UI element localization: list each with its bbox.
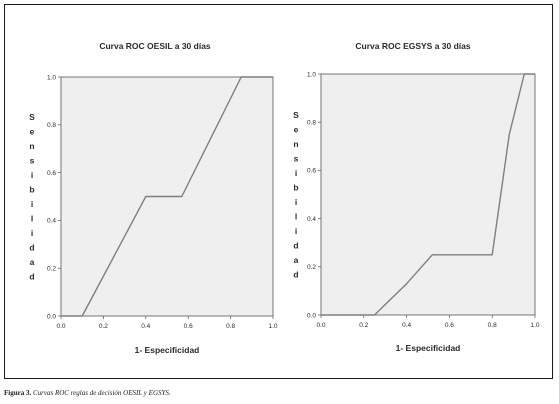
y-tick-label: 0.0 (307, 312, 316, 319)
y-tick-label: 0.2 (47, 266, 56, 273)
y-tick-label: 0.4 (307, 216, 316, 223)
y-tick-label: 0.6 (307, 168, 316, 175)
chart-title: Curva ROC OESIL a 30 días (99, 41, 211, 51)
roc-curve-line (61, 76, 273, 317)
roc-curve-line (321, 73, 535, 316)
chart-title: Curva ROC EGSYS a 30 días (355, 41, 471, 51)
x-tick-label: 0.0 (56, 323, 65, 330)
roc-chart-oesil: Curva ROC OESIL a 30 días 0.0 0.2 0.4 0.6 0.8… (29, 41, 278, 355)
roc-chart-egsys: Curva ROC EGSYS a 30 días 0.0 0.2 0.4 0.6 0.8… (293, 41, 540, 353)
x-axis-label: 1- Especificidad (396, 343, 461, 353)
x-tick-label: 0.4 (141, 323, 150, 330)
y-tick-label: 0.0 (47, 313, 56, 320)
x-tick-label: 0.8 (488, 322, 497, 329)
figure-caption: Figura 3. Curvas ROC reglas de decisión … (4, 389, 171, 397)
x-tick-label: 0.6 (445, 322, 454, 329)
x-tick-label: 0.2 (99, 323, 108, 330)
x-tick-label: 0.6 (184, 323, 193, 330)
y-tick-label: 0.4 (47, 218, 56, 225)
x-tick-label: 0.0 (316, 322, 325, 329)
caption-label: Figura 3. (4, 389, 32, 397)
figure-frame: Curva ROC OESIL a 30 días 0.0 0.2 0.4 0.6 0.8… (4, 4, 553, 379)
y-tick-label: 1.0 (47, 74, 56, 81)
y-tick-label: 0.8 (47, 122, 56, 129)
x-tick-label: 1.0 (268, 323, 277, 330)
y-tick-label: 0.8 (307, 120, 316, 127)
x-tick-label: 1.0 (530, 322, 539, 329)
x-tick-label: 0.4 (402, 322, 411, 329)
plot-area (320, 73, 536, 316)
charts-svg: Curva ROC OESIL a 30 días 0.0 0.2 0.4 0.6 0.8… (29, 41, 540, 355)
x-tick-label: 0.8 (226, 323, 235, 330)
x-axis-label: 1- Especificidad (135, 345, 200, 355)
y-tick-label: 0.2 (307, 264, 316, 271)
y-tick-label: 1.0 (307, 71, 316, 78)
caption-text: Curvas ROC reglas de decisión OESIL y EG… (32, 389, 171, 397)
y-tick-label: 0.6 (47, 170, 56, 177)
x-tick-label: 0.2 (359, 322, 368, 329)
